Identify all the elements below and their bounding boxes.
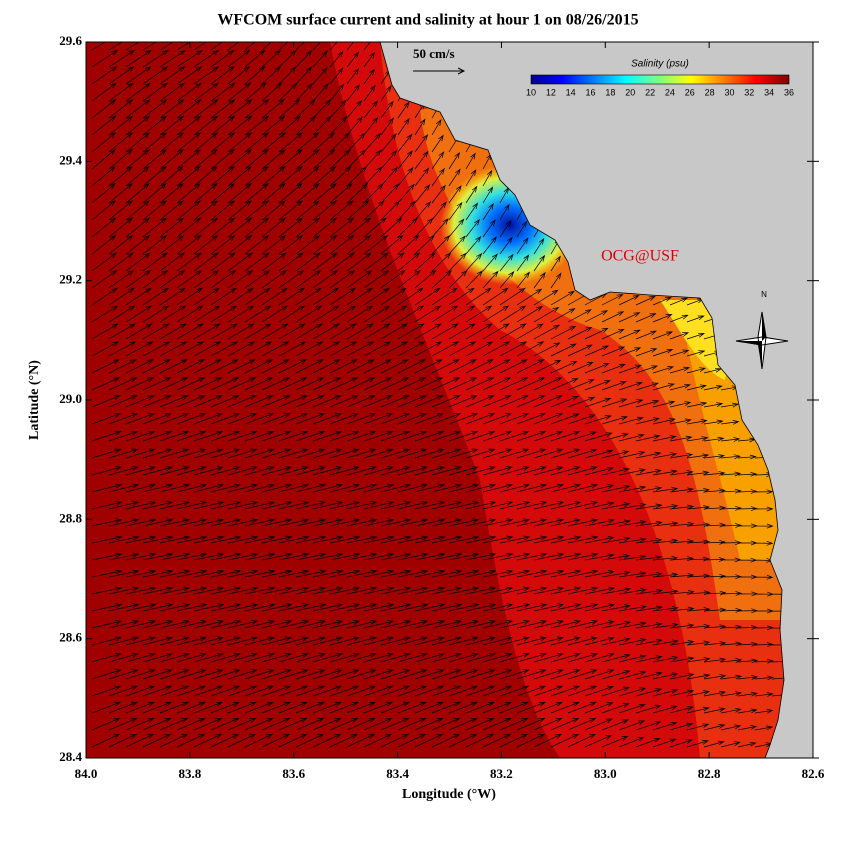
chart-title: WFCOM surface current and salinity at ho…	[217, 12, 638, 29]
watermark: OCG@USF	[601, 248, 679, 265]
colorbar-tick-label: 10	[526, 87, 536, 97]
colorbar-ticks: 10 12 14 16 18 20 22 24 26 28 30 32 34 36	[526, 87, 794, 97]
y-tick-label: 29.0	[59, 391, 82, 406]
colorbar-tick-label: 36	[784, 87, 794, 97]
axes: 84.0 83.8 83.6 83.4 83.2 83.0 82.8 82.6 28.4 28.6…	[59, 33, 825, 781]
plot-area	[86, 42, 813, 758]
scale-arrow	[457, 67, 466, 75]
colorbar-tick-label: 26	[685, 87, 695, 97]
y-tick-label: 29.4	[59, 152, 82, 167]
x-tick-label: 83.2	[490, 766, 513, 781]
x-tick-label: 83.4	[386, 766, 409, 781]
x-tick-label: 83.8	[178, 766, 201, 781]
colorbar-tick-label: 24	[665, 87, 675, 97]
y-tick-label: 28.4	[59, 749, 82, 764]
x-tick-label: 82.6	[802, 766, 825, 781]
scale-label: 50 cm/s	[413, 46, 455, 61]
colorbar-tick-label: 30	[724, 87, 734, 97]
y-tick-label: 29.2	[59, 272, 82, 287]
colorbar	[530, 74, 790, 85]
colorbar-tick-label: 28	[705, 87, 715, 97]
colorbar-tick-label: 32	[744, 87, 754, 97]
colorbar-tick-label: 22	[645, 87, 655, 97]
x-tick-label: 83.6	[282, 766, 305, 781]
colorbar-tick-label: 16	[586, 87, 596, 97]
y-tick-label: 28.6	[59, 630, 82, 645]
colorbar-tick-label: 14	[566, 87, 576, 97]
y-axis-label: Latitude (°N)	[27, 360, 42, 440]
compass-label: N	[761, 290, 767, 299]
colorbar-title: Salinity (psu)	[631, 59, 689, 70]
x-axis-label: Longitude (°W)	[402, 787, 496, 802]
x-tick-label: 82.8	[698, 766, 721, 781]
colorbar-tick-label: 18	[605, 87, 615, 97]
colorbar-tick-label: 34	[764, 87, 774, 97]
x-tick-label: 84.0	[75, 766, 98, 781]
compass-rose	[736, 312, 788, 369]
x-tick-label: 83.0	[594, 766, 617, 781]
colorbar-tick-label: 20	[625, 87, 635, 97]
y-tick-label: 28.8	[59, 510, 82, 525]
y-tick-label: 29.6	[59, 33, 82, 48]
colorbar-tick-label: 12	[546, 87, 556, 97]
land	[379, 42, 813, 758]
